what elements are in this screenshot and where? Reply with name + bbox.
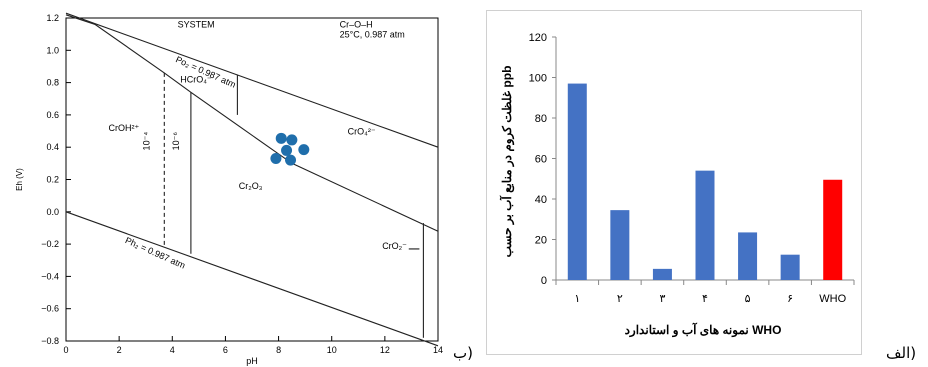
- sample-point: [281, 144, 293, 156]
- y-tick-label: −0.2: [41, 239, 59, 249]
- sample-point: [275, 132, 287, 144]
- y-tick-label: 80: [535, 113, 547, 125]
- sample-point: [285, 154, 297, 166]
- region-annotation: 10⁻⁴: [142, 132, 152, 151]
- y-tick-label: 0.8: [46, 78, 59, 88]
- x-tick-label: 0: [63, 345, 68, 355]
- y-tick-label: 40: [535, 194, 547, 206]
- boundary-line: [65, 12, 439, 148]
- sample-point: [286, 134, 298, 146]
- y-tick-label: 0: [541, 275, 547, 287]
- y-tick-label: 1.2: [46, 13, 59, 23]
- x-tick-label: 2: [117, 345, 122, 355]
- y-tick-label: 20: [535, 235, 547, 247]
- y-axis-label: Eh (V): [15, 168, 24, 191]
- bar: [780, 254, 800, 280]
- region-annotation: Cr₂O₃: [239, 181, 263, 191]
- x-tick-label: 14: [433, 345, 443, 355]
- pourbaix-diagram: 0 2 4 6 8 10 12 14 −0.8 −0.6 −0.4 −0.2 0.0 0.2 0.4 0.6 0…: [15, 12, 443, 366]
- y-tick-label: 60: [535, 154, 547, 166]
- x-category-label: WHO: [819, 293, 846, 305]
- chart-frame: [486, 10, 862, 355]
- x-category-label: ۶: [787, 293, 793, 305]
- x-category-label: ۵: [745, 293, 751, 305]
- chromium-bar-chart: 0 20 40 60 80 100 120 ۱ ۲ ۳ ۴ ۵ ۶ WHO نمونه های آب و ا…: [486, 10, 862, 355]
- y-tick-label: 0.2: [46, 175, 59, 185]
- y-tick-label: 100: [529, 73, 547, 85]
- y-tick-label: −0.8: [41, 336, 59, 346]
- bar: [738, 232, 758, 280]
- y-tick-label: 0.6: [46, 110, 59, 120]
- x-tick-label: 12: [380, 345, 390, 355]
- region-annotation: 10⁻⁶: [171, 132, 181, 151]
- x-axis-label: pH: [246, 356, 258, 366]
- y-tick-label: 0.0: [46, 207, 59, 217]
- sample-point: [298, 144, 310, 156]
- plot-frame: [65, 17, 439, 342]
- y-tick-label: 0.4: [46, 142, 59, 152]
- y-tick-label: −0.6: [41, 304, 59, 314]
- region-annotation: CrO₂⁻: [382, 241, 407, 251]
- x-tick-label: 8: [276, 345, 281, 355]
- x-category-label: ۴: [702, 293, 708, 305]
- region-annotation: CrOH²⁺: [109, 123, 140, 133]
- system-name: Cr–O–H: [340, 20, 373, 30]
- y-tick-label: 1.0: [46, 45, 59, 55]
- bar: [610, 210, 630, 280]
- sample-point: [270, 153, 282, 165]
- x-tick-label: 6: [223, 345, 228, 355]
- bar: [695, 170, 715, 280]
- bar: [652, 268, 672, 280]
- bar: [567, 83, 587, 280]
- caption-left: ب): [453, 344, 473, 362]
- bar: [823, 179, 843, 280]
- region-annotation: HCrO₄⁻: [180, 75, 212, 85]
- system-conditions: 25°C, 0.987 atm: [340, 29, 405, 39]
- x-axis-label: نمونه های آب و استاندارد WHO: [625, 321, 782, 338]
- y-tick-label: 120: [529, 32, 547, 44]
- system-label: SYSTEM: [178, 20, 215, 30]
- caption-right: الف): [886, 344, 917, 362]
- x-category-label: ۳: [659, 293, 665, 305]
- boundary-line: [65, 211, 439, 347]
- x-tick-label: 4: [170, 345, 175, 355]
- region-annotation: CrO₄²⁻: [348, 126, 376, 136]
- boundary-line: [65, 14, 439, 232]
- x-tick-label: 10: [327, 345, 337, 355]
- x-category-label: ۱: [574, 293, 580, 305]
- x-category-label: ۲: [617, 293, 623, 305]
- y-tick-label: −0.4: [41, 271, 59, 281]
- y-axis-label: غلظت کروم در منابع آب بر حسب ppb: [498, 66, 515, 258]
